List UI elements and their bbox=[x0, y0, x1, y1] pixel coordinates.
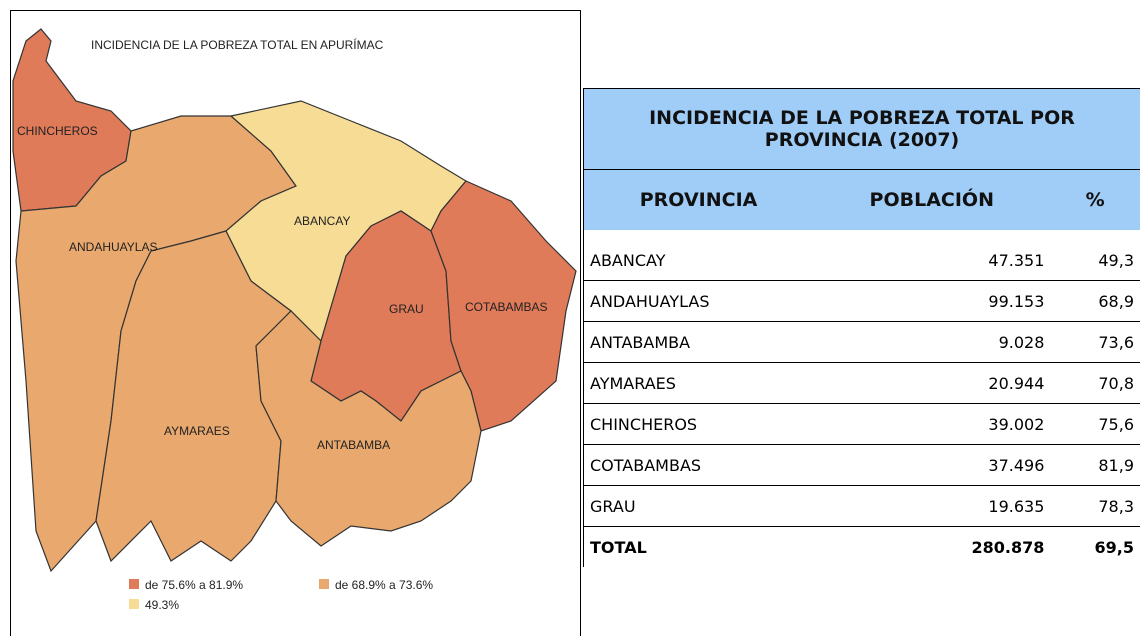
region-antabamba bbox=[255, 310, 482, 547]
table-cell: 99.153 bbox=[813, 280, 1051, 322]
poverty-table: INCIDENCIA DE LA POBREZA TOTAL POR PROVI… bbox=[583, 88, 1140, 567]
table-cell: CHINCHEROS bbox=[583, 403, 814, 445]
table-cell: 75,6 bbox=[1050, 403, 1140, 445]
table-row: COTABAMBAS 37.496 81,9 bbox=[583, 444, 1140, 486]
map-title: INCIDENCIA DE LA POBREZA TOTAL EN APURÍM… bbox=[91, 37, 384, 52]
table-cell: 78,3 bbox=[1050, 485, 1140, 527]
table-body: ABANCAY 47.351 49,3 ANDAHUAYLAS 99.153 68,9 AN… bbox=[583, 240, 1141, 567]
table-row: AYMARAES 20.944 70,8 bbox=[583, 362, 1140, 404]
table-cell: 68,9 bbox=[1050, 280, 1140, 322]
table-cell: 280.878 bbox=[971, 537, 1045, 557]
map: INCIDENCIA DE LA POBREZA TOTAL EN APURÍM… bbox=[12, 28, 577, 612]
table-cell: 81,9 bbox=[1050, 444, 1140, 486]
table-row: TOTAL 280.878 69,5 bbox=[583, 526, 1141, 567]
table-cell: 70,8 bbox=[1050, 362, 1140, 404]
legend-label: 49.3% bbox=[145, 598, 179, 612]
table-row: GRAU 19.635 78,3 bbox=[583, 485, 1140, 527]
legend-swatch bbox=[129, 579, 139, 589]
legend-label: de 68.9% a 73.6% bbox=[335, 578, 433, 592]
table-cell: ANTABAMBA bbox=[583, 321, 814, 363]
legend-swatch bbox=[129, 599, 139, 609]
table-cell: GRAU bbox=[583, 485, 814, 527]
table-row: ABANCAY 47.351 49,3 bbox=[583, 240, 1140, 281]
table-cell: 39.002 bbox=[813, 403, 1051, 445]
table-title: INCIDENCIA DE LA POBREZA TOTAL POR PROVI… bbox=[583, 88, 1140, 170]
table-row: CHINCHEROS 39.002 75,6 bbox=[583, 403, 1140, 445]
region-label: GRAU bbox=[389, 302, 424, 316]
table-cell: 19.635 bbox=[813, 485, 1051, 527]
region-label: CHINCHEROS bbox=[17, 124, 98, 138]
table-cell: 47.351 bbox=[813, 240, 1051, 281]
table-cell: 69,5 bbox=[1094, 537, 1134, 557]
table-row: ANTABAMBA 9.028 73,6 bbox=[583, 321, 1140, 363]
region-label: ANTABAMBA bbox=[317, 438, 390, 452]
legend-swatch bbox=[319, 579, 329, 589]
table-row: ANDAHUAYLAS 99.153 68,9 bbox=[583, 280, 1140, 322]
table-cell: COTABAMBAS bbox=[583, 444, 814, 486]
header-cell: PROVINCIA bbox=[583, 169, 814, 230]
table-cell: 73,6 bbox=[1050, 321, 1140, 363]
table-cell: 49,3 bbox=[1050, 240, 1140, 281]
table-cell: AYMARAES bbox=[583, 362, 814, 404]
header-cell: POBLACIÓN bbox=[813, 169, 1051, 230]
map-panel: INCIDENCIA DE LA POBREZA TOTAL EN APURÍM… bbox=[10, 10, 581, 636]
region-label: COTABAMBAS bbox=[465, 300, 547, 314]
table-cell: ANDAHUAYLAS bbox=[583, 280, 814, 322]
table-cell: ABANCAY bbox=[583, 240, 814, 281]
table-cell: TOTAL bbox=[583, 526, 814, 567]
table-cell: 37.496 bbox=[813, 444, 1051, 486]
region-label: AYMARAES bbox=[164, 424, 230, 438]
spacer bbox=[583, 230, 1140, 240]
table-title-row: INCIDENCIA DE LA POBREZA TOTAL POR PROVI… bbox=[583, 88, 1140, 170]
header-cell: % bbox=[1050, 169, 1140, 230]
table-cell: 9.028 bbox=[813, 321, 1051, 363]
legend-label: de 75.6% a 81.9% bbox=[145, 578, 243, 592]
region-label: ABANCAY bbox=[294, 214, 350, 228]
header-row: PROVINCIA POBLACIÓN % bbox=[583, 169, 1140, 230]
table-cell: 20.944 bbox=[813, 362, 1051, 404]
region-label: ANDAHUAYLAS bbox=[69, 240, 157, 254]
